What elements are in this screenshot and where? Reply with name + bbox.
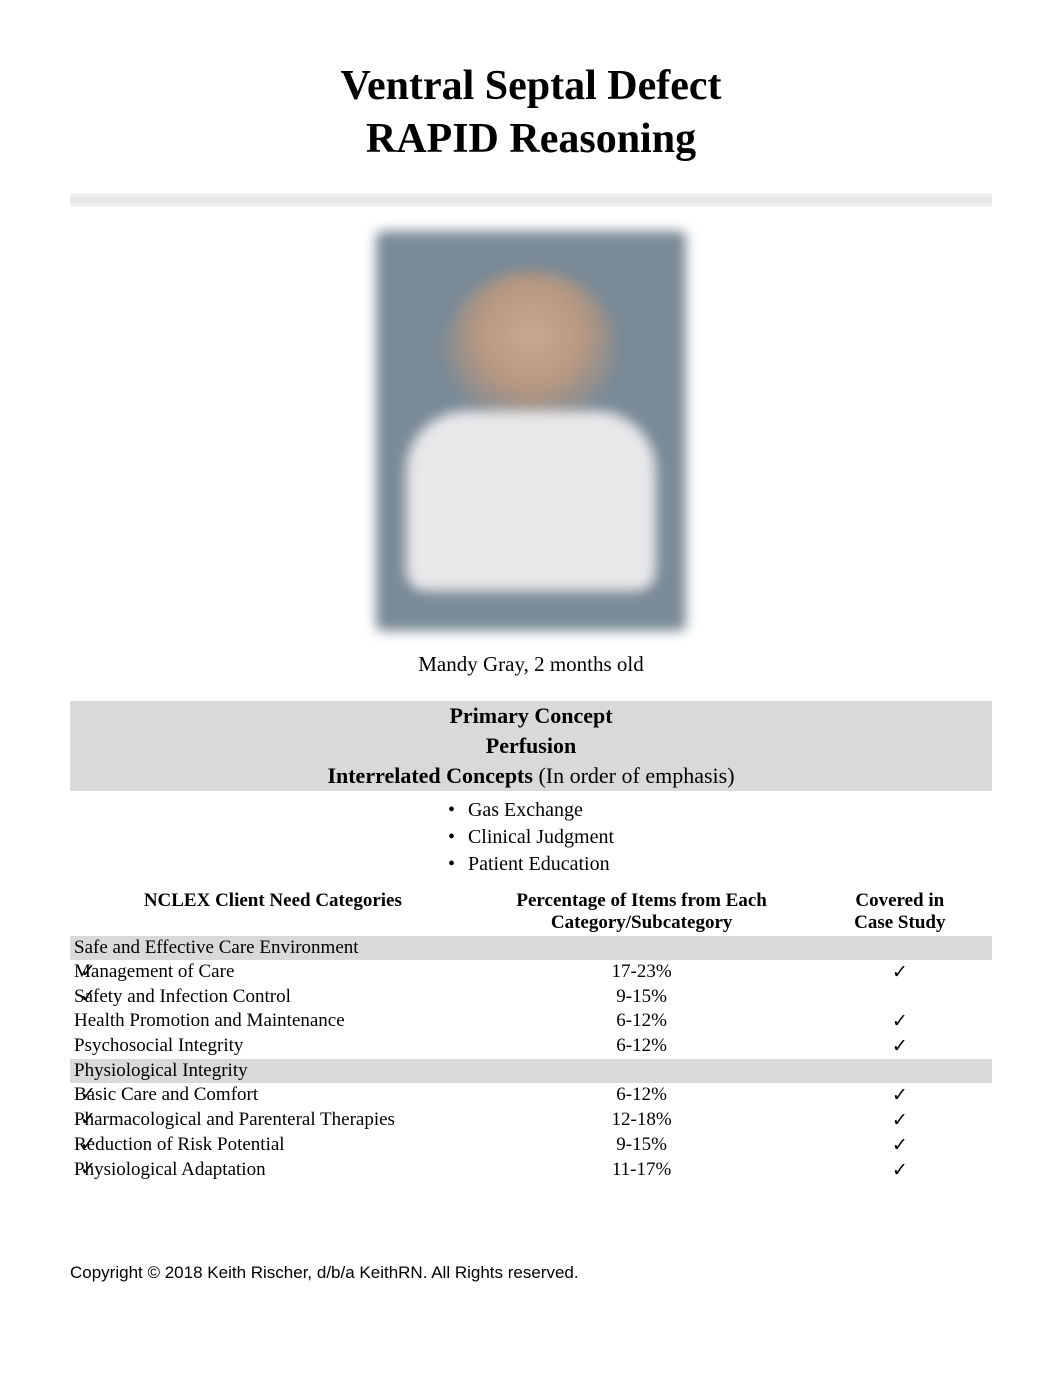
table-row: Safe and Effective Care Environment [70,936,992,960]
table-row: Health Promotion and Maintenance6-12%✓ [70,1009,992,1034]
nclex-subcategory-cell: ✓Management of Care [70,960,476,985]
nclex-subcategory-cell: ✓Safety and Infection Control [70,985,476,1009]
table-row: ✓Reduction of Risk Potential9-15%✓ [70,1133,992,1158]
nclex-category-cell: Safe and Effective Care Environment [70,936,476,960]
table-row: ✓Pharmacological and Parenteral Therapie… [70,1108,992,1133]
nclex-covered-cell: ✓ [808,1133,992,1158]
interrelated-concept-item: Patient Education [448,851,614,878]
nclex-covered-cell [808,1059,992,1083]
nclex-subcategory-cell: ✓Physiological Adaptation [70,1158,476,1183]
interrelated-concept-item: Gas Exchange [448,797,614,824]
nclex-covered-cell: ✓ [808,1108,992,1133]
interrelated-qualifier: (In order of emphasis) [533,763,735,788]
nclex-header-categories: NCLEX Client Need Categories [70,888,476,936]
nclex-subcategory-cell: ✓Reduction of Risk Potential [70,1133,476,1158]
nclex-subcategory-label: Basic Care and Comfort [74,1084,258,1105]
table-row: Psychosocial Integrity6-12%✓ [70,1034,992,1059]
nclex-header-percentage-l2: Category/Subcategory [551,912,733,933]
check-icon: ✓ [80,1083,96,1106]
nclex-covered-cell [808,985,992,1009]
check-icon: ✓ [80,960,96,983]
nclex-percentage-cell: 12-18% [476,1108,808,1133]
nclex-subcategory-cell: ✓Basic Care and Comfort [70,1083,476,1108]
interrelated-band: Interrelated Concepts (In order of empha… [70,761,992,791]
nclex-covered-cell: ✓ [808,1034,992,1059]
nclex-percentage-cell: 11-17% [476,1158,808,1183]
nclex-percentage-cell: 6-12% [476,1009,808,1034]
title-block: Ventral Septal Defect RAPID Reasoning [70,60,992,165]
check-icon: ✓ [80,985,96,1008]
nclex-percentage-cell: 9-15% [476,1133,808,1158]
copyright-footer: Copyright © 2018 Keith Rischer, d/b/a Ke… [70,1263,992,1283]
patient-photo-wrap [70,231,992,636]
table-row: ✓Safety and Infection Control9-15% [70,985,992,1009]
nclex-percentage-cell: 9-15% [476,985,808,1009]
check-icon: ✓ [80,1158,96,1181]
nclex-covered-cell: ✓ [808,1083,992,1108]
interrelated-label: Interrelated Concepts [327,763,533,788]
check-icon: ✓ [80,1108,96,1131]
nclex-covered-cell [808,936,992,960]
nclex-table: NCLEX Client Need Categories Percentage … [70,888,992,1183]
interrelated-concepts-list-wrap: Gas ExchangeClinical JudgmentPatient Edu… [70,797,992,878]
nclex-header-covered-l1: Covered in [855,890,944,911]
table-row: Physiological Integrity [70,1059,992,1083]
nclex-percentage-cell: 17-23% [476,960,808,985]
nclex-header-percentage: Percentage of Items from Each Category/S… [476,888,808,936]
nclex-subcategory-label: Management of Care [74,961,234,982]
nclex-covered-cell: ✓ [808,960,992,985]
table-row: ✓Management of Care17-23%✓ [70,960,992,985]
horizontal-rule [70,193,992,207]
interrelated-concept-item: Clinical Judgment [448,824,614,851]
primary-concept-label-band: Primary Concept [70,701,992,731]
check-icon: ✓ [80,1133,96,1156]
interrelated-concepts-list: Gas ExchangeClinical JudgmentPatient Edu… [70,797,992,878]
nclex-subcategory-label: Safety and Infection Control [74,986,291,1007]
nclex-percentage-cell [476,936,808,960]
nclex-category-cell: Psychosocial Integrity [70,1034,476,1059]
nclex-header-covered-l2: Case Study [854,912,945,933]
table-row: ✓Basic Care and Comfort6-12%✓ [70,1083,992,1108]
nclex-percentage-cell [476,1059,808,1083]
title-line2: RAPID Reasoning [70,113,992,166]
nclex-subcategory-label: Reduction of Risk Potential [74,1134,285,1155]
nclex-header-percentage-l1: Percentage of Items from Each [516,890,766,911]
nclex-category-cell: Physiological Integrity [70,1059,476,1083]
nclex-subcategory-label: Physiological Adaptation [74,1159,266,1180]
nclex-covered-cell: ✓ [808,1009,992,1034]
nclex-header-covered: Covered in Case Study [808,888,992,936]
title-line1: Ventral Septal Defect [70,60,992,113]
patient-caption: Mandy Gray, 2 months old [70,652,992,677]
nclex-subcategory-label: Pharmacological and Parenteral Therapies [74,1109,395,1130]
nclex-percentage-cell: 6-12% [476,1083,808,1108]
nclex-category-cell: Health Promotion and Maintenance [70,1009,476,1034]
nclex-subcategory-cell: ✓Pharmacological and Parenteral Therapie… [70,1108,476,1133]
nclex-covered-cell: ✓ [808,1158,992,1183]
nclex-percentage-cell: 6-12% [476,1034,808,1059]
primary-concept-value-band: Perfusion [70,731,992,761]
table-row: ✓Physiological Adaptation11-17%✓ [70,1158,992,1183]
patient-photo [376,231,686,631]
